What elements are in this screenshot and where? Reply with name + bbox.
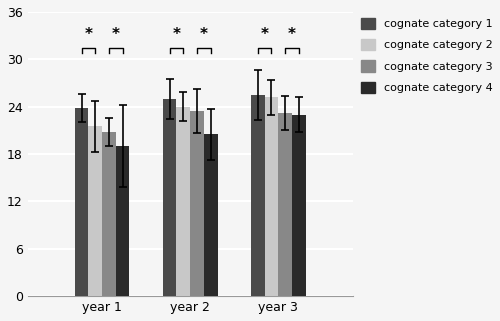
Bar <box>278 113 292 296</box>
Text: *: * <box>288 27 296 41</box>
Bar <box>176 107 190 296</box>
Legend: cognate category 1, cognate category 2, cognate category 3, cognate category 4: cognate category 1, cognate category 2, … <box>362 18 492 93</box>
Bar <box>88 126 102 296</box>
Text: *: * <box>84 27 92 41</box>
Bar <box>204 134 218 296</box>
Bar <box>116 146 130 296</box>
Bar <box>292 115 306 296</box>
Bar <box>163 99 176 296</box>
Bar <box>251 95 264 296</box>
Bar <box>264 97 278 296</box>
Bar <box>190 111 204 296</box>
Bar <box>74 108 88 296</box>
Text: *: * <box>172 27 180 41</box>
Text: *: * <box>112 27 120 41</box>
Text: *: * <box>260 27 268 41</box>
Bar <box>102 132 116 296</box>
Text: *: * <box>200 27 208 41</box>
